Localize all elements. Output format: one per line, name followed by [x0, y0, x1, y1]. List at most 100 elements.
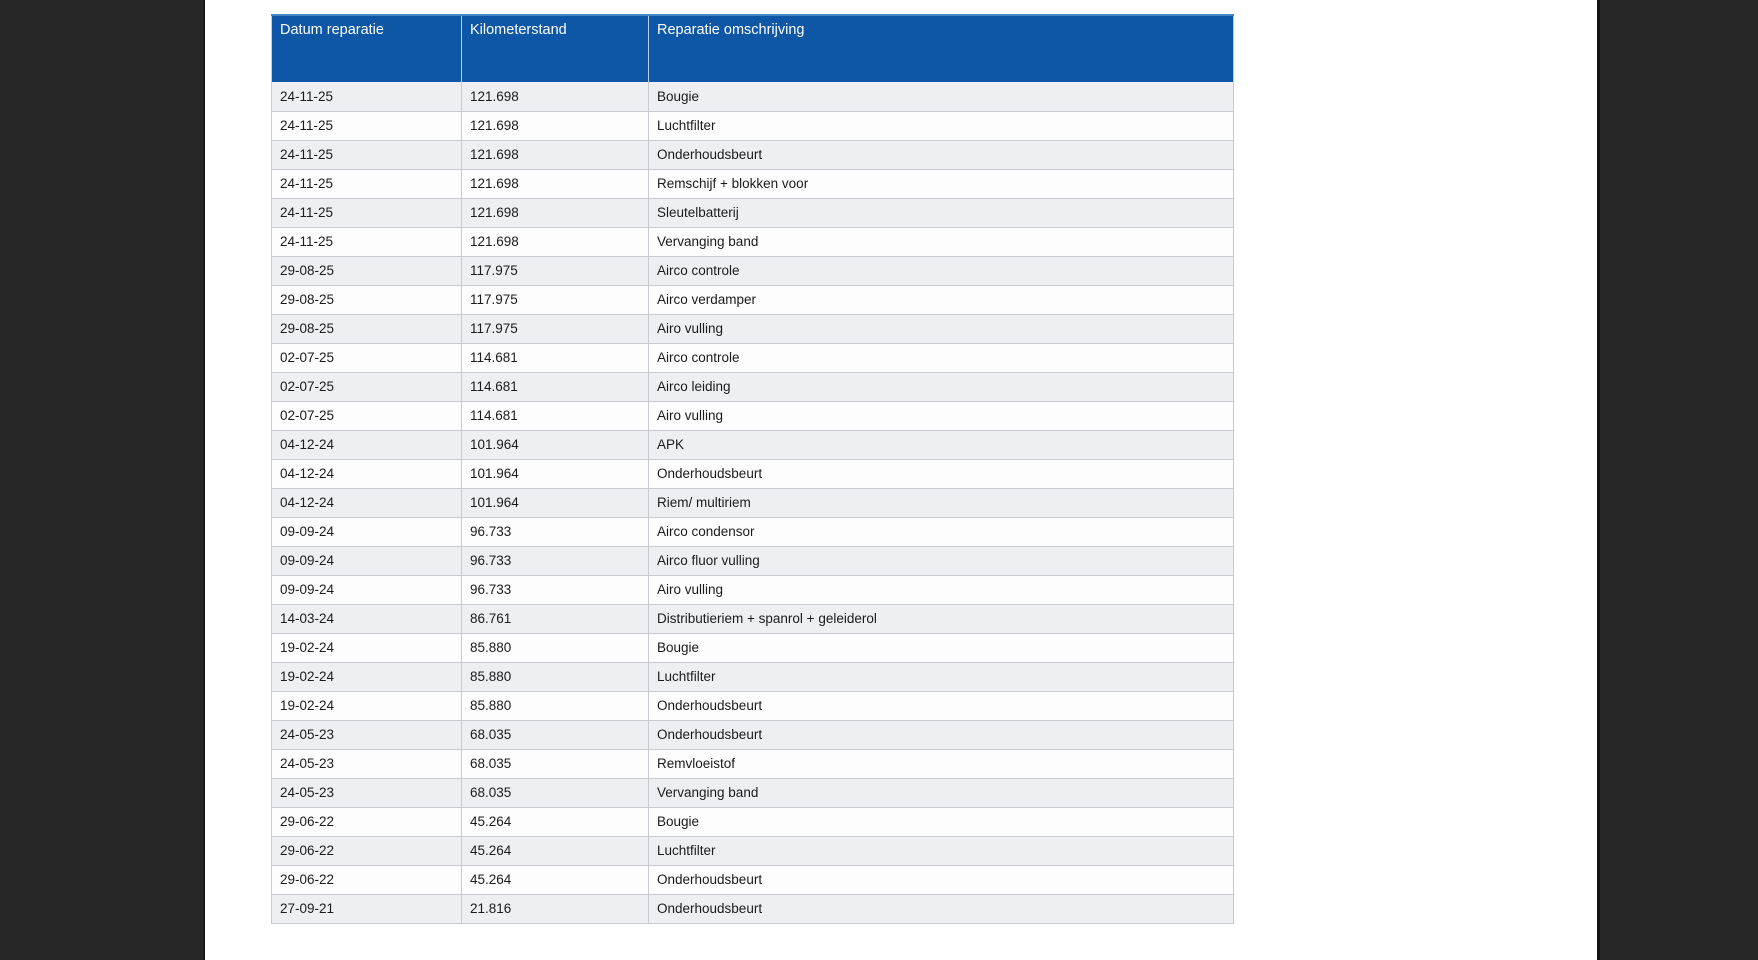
cell-kilometerstand: 68.035: [461, 720, 649, 750]
cell-datum: 29-08-25: [271, 314, 462, 344]
cell-datum: 24-05-23: [271, 720, 462, 750]
cell-omschrijving: Onderhoudsbeurt: [648, 459, 1234, 489]
table-row: 19-02-24 85.880 Onderhoudsbeurt: [271, 691, 1234, 721]
table-row: 29-08-25 117.975 Airco controle: [271, 256, 1234, 286]
table-row: 24-11-25 121.698 Bougie: [271, 82, 1234, 112]
cell-kilometerstand: 117.975: [461, 285, 649, 315]
table-row: 04-12-24 101.964 Riem/ multiriem: [271, 488, 1234, 518]
table-row: 24-05-23 68.035 Remvloeistof: [271, 749, 1234, 779]
cell-omschrijving: Airco condensor: [648, 517, 1234, 547]
right-dark-panel: [1597, 0, 1758, 960]
cell-omschrijving: Sleutelbatterij: [648, 198, 1234, 228]
table-row: 27-09-21 21.816 Onderhoudsbeurt: [271, 894, 1234, 924]
table-row: 14-03-24 86.761 Distributieriem + spanrol …: [271, 604, 1234, 634]
cell-omschrijving: Bougie: [648, 807, 1234, 837]
cell-omschrijving: Airo vulling: [648, 401, 1234, 431]
table-header-row: Datum reparatie Kilometerstand Reparatie…: [271, 14, 1234, 82]
cell-kilometerstand: 85.880: [461, 633, 649, 663]
table-row: 19-02-24 85.880 Luchtfilter: [271, 662, 1234, 692]
table-row: 24-11-25 121.698 Luchtfilter: [271, 111, 1234, 141]
cell-datum: 02-07-25: [271, 372, 462, 402]
table-row: 09-09-24 96.733 Airco fluor vulling: [271, 546, 1234, 576]
cell-omschrijving: Airco fluor vulling: [648, 546, 1234, 576]
table-row: 29-06-22 45.264 Onderhoudsbeurt: [271, 865, 1234, 895]
cell-kilometerstand: 121.698: [461, 198, 649, 228]
cell-kilometerstand: 96.733: [461, 517, 649, 547]
cell-datum: 29-06-22: [271, 865, 462, 895]
cell-omschrijving: Vervanging band: [648, 778, 1234, 808]
table-row: 24-05-23 68.035 Vervanging band: [271, 778, 1234, 808]
cell-datum: 24-11-25: [271, 140, 462, 170]
table-row: 04-12-24 101.964 APK: [271, 430, 1234, 460]
cell-kilometerstand: 101.964: [461, 430, 649, 460]
cell-omschrijving: Airco controle: [648, 256, 1234, 286]
cell-kilometerstand: 114.681: [461, 372, 649, 402]
cell-omschrijving: Airco leiding: [648, 372, 1234, 402]
cell-kilometerstand: 121.698: [461, 140, 649, 170]
cell-omschrijving: Luchtfilter: [648, 836, 1234, 866]
cell-kilometerstand: 121.698: [461, 82, 649, 112]
cell-datum: 19-02-24: [271, 633, 462, 663]
table-row: 29-08-25 117.975 Airco verdamper: [271, 285, 1234, 315]
left-dark-panel: [0, 0, 205, 960]
cell-omschrijving: Luchtfilter: [648, 111, 1234, 141]
table-row: 29-06-22 45.264 Bougie: [271, 807, 1234, 837]
cell-datum: 27-09-21: [271, 894, 462, 924]
repair-history-table: Datum reparatie Kilometerstand Reparatie…: [271, 14, 1234, 924]
cell-kilometerstand: 45.264: [461, 865, 649, 895]
cell-omschrijving: Onderhoudsbeurt: [648, 894, 1234, 924]
cell-datum: 09-09-24: [271, 517, 462, 547]
table-row: 24-11-25 121.698 Vervanging band: [271, 227, 1234, 257]
cell-datum: 19-02-24: [271, 662, 462, 692]
table-row: 24-11-25 121.698 Onderhoudsbeurt: [271, 140, 1234, 170]
cell-datum: 24-05-23: [271, 749, 462, 779]
column-header-kilometerstand: Kilometerstand: [461, 14, 649, 82]
cell-omschrijving: Onderhoudsbeurt: [648, 691, 1234, 721]
table-row: 04-12-24 101.964 Onderhoudsbeurt: [271, 459, 1234, 489]
cell-omschrijving: Airo vulling: [648, 575, 1234, 605]
cell-datum: 04-12-24: [271, 430, 462, 460]
cell-datum: 29-08-25: [271, 285, 462, 315]
cell-kilometerstand: 68.035: [461, 749, 649, 779]
cell-omschrijving: Remschijf + blokken voor: [648, 169, 1234, 199]
cell-omschrijving: Vervanging band: [648, 227, 1234, 257]
cell-datum: 24-11-25: [271, 198, 462, 228]
column-header-datum-reparatie: Datum reparatie: [271, 14, 462, 82]
table-row: 02-07-25 114.681 Airo vulling: [271, 401, 1234, 431]
cell-omschrijving: Riem/ multiriem: [648, 488, 1234, 518]
cell-datum: 09-09-24: [271, 546, 462, 576]
cell-datum: 29-06-22: [271, 807, 462, 837]
cell-datum: 24-11-25: [271, 169, 462, 199]
cell-kilometerstand: 121.698: [461, 227, 649, 257]
cell-datum: 29-08-25: [271, 256, 462, 286]
cell-kilometerstand: 21.816: [461, 894, 649, 924]
cell-datum: 04-12-24: [271, 488, 462, 518]
cell-omschrijving: Remvloeistof: [648, 749, 1234, 779]
cell-datum: 02-07-25: [271, 401, 462, 431]
table-row: 24-11-25 121.698 Sleutelbatterij: [271, 198, 1234, 228]
cell-datum: 24-05-23: [271, 778, 462, 808]
cell-omschrijving: Luchtfilter: [648, 662, 1234, 692]
table-row: 29-08-25 117.975 Airo vulling: [271, 314, 1234, 344]
cell-omschrijving: APK: [648, 430, 1234, 460]
cell-kilometerstand: 114.681: [461, 401, 649, 431]
cell-kilometerstand: 114.681: [461, 343, 649, 373]
cell-datum: 24-11-25: [271, 227, 462, 257]
cell-omschrijving: Distributieriem + spanrol + geleiderol: [648, 604, 1234, 634]
cell-kilometerstand: 45.264: [461, 807, 649, 837]
cell-kilometerstand: 96.733: [461, 546, 649, 576]
cell-omschrijving: Airco verdamper: [648, 285, 1234, 315]
cell-datum: 24-11-25: [271, 82, 462, 112]
cell-kilometerstand: 101.964: [461, 488, 649, 518]
cell-kilometerstand: 117.975: [461, 314, 649, 344]
table-row: 02-07-25 114.681 Airco leiding: [271, 372, 1234, 402]
cell-omschrijving: Bougie: [648, 82, 1234, 112]
column-header-reparatie-omschrijving: Reparatie omschrijving: [648, 14, 1234, 82]
cell-omschrijving: Onderhoudsbeurt: [648, 865, 1234, 895]
repair-table-body: 24-11-25 121.698 Bougie 24-11-25 121.698 Luch…: [271, 82, 1234, 924]
cell-kilometerstand: 121.698: [461, 111, 649, 141]
cell-kilometerstand: 85.880: [461, 662, 649, 692]
cell-kilometerstand: 86.761: [461, 604, 649, 634]
table-row: 09-09-24 96.733 Airco condensor: [271, 517, 1234, 547]
